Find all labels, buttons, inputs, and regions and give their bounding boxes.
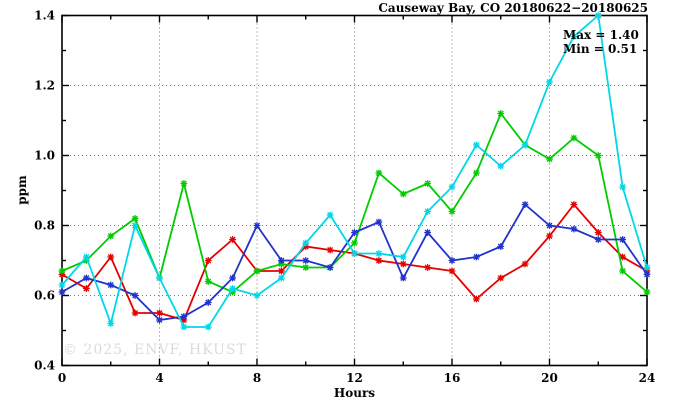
- max-annotation: Max = 1.40: [563, 28, 639, 42]
- min-annotation: Min = 0.51: [563, 42, 638, 56]
- x-tick-label: 12: [346, 371, 363, 385]
- y-axis-label: ppm: [15, 175, 29, 205]
- tick-labels: 0 4 8 12 16 20 24 0.4 0.6 0.8 1.0 1.2 1.4: [34, 9, 655, 385]
- y-tick-label: 0.8: [34, 219, 55, 233]
- series-blue: [58, 201, 651, 324]
- plot-frame: [61, 14, 648, 367]
- chart-title: Causeway Bay, CO 20180622−20180625: [378, 1, 648, 15]
- y-tick-label: 0.4: [34, 359, 55, 373]
- series-markers-cyan: [58, 12, 651, 331]
- x-axis-label: Hours: [333, 386, 376, 400]
- series-line-blue: [61, 203, 648, 321]
- series-red: [58, 201, 651, 324]
- x-tick-label: 0: [58, 371, 66, 385]
- y-tick-label: 1.2: [34, 79, 55, 93]
- x-tick-label: 8: [253, 371, 261, 385]
- watermark: © 2025, ENVF, HKUST: [63, 342, 247, 358]
- x-tick-label: 24: [639, 371, 656, 385]
- y-tick-label: 1.4: [34, 9, 55, 23]
- y-tick-label: 1.0: [34, 149, 55, 163]
- x-tick-label: 4: [155, 371, 163, 385]
- y-tick-label: 0.6: [34, 289, 55, 303]
- x-tick-label: 16: [444, 371, 461, 385]
- series-markers-blue: [58, 201, 651, 324]
- series-line-red: [61, 203, 648, 322]
- series-cyan: [58, 12, 651, 331]
- x-tick-label: 20: [541, 371, 558, 385]
- gridlines: [62, 15, 647, 366]
